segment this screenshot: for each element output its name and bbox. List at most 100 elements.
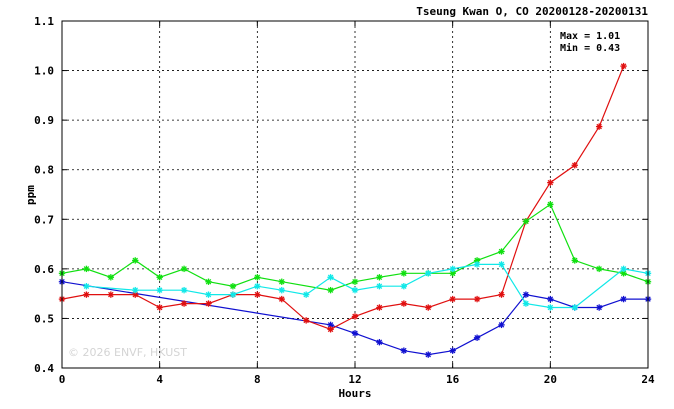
data-point	[522, 218, 530, 225]
data-point	[327, 321, 334, 329]
x-tick-label: 4	[156, 373, 163, 386]
min-annotation: Min = 0.43	[560, 42, 620, 54]
data-point	[400, 300, 408, 307]
data-point	[620, 265, 627, 273]
data-point	[595, 265, 603, 273]
data-point	[278, 286, 285, 294]
data-point	[473, 295, 481, 303]
data-point	[278, 278, 285, 285]
data-point	[229, 283, 237, 290]
data-point	[620, 62, 627, 70]
data-point	[327, 286, 334, 294]
data-point	[156, 274, 163, 281]
data-point	[107, 274, 115, 281]
data-point	[449, 265, 456, 273]
data-point	[229, 291, 237, 298]
data-point	[376, 339, 383, 346]
data-point	[351, 278, 359, 285]
data-point	[254, 291, 261, 298]
y-tick-label: 0.5	[34, 312, 54, 325]
data-point	[156, 304, 163, 311]
y-axis-label: ppm	[24, 185, 37, 205]
data-point	[351, 286, 359, 294]
data-point	[278, 295, 285, 303]
watermark: © 2026 ENVF, HKUST	[68, 346, 187, 359]
data-point	[449, 295, 456, 303]
x-tick-label: 0	[59, 373, 66, 386]
data-point	[498, 261, 505, 268]
data-point	[595, 123, 603, 130]
data-point	[571, 257, 578, 264]
y-tick-label: 0.6	[34, 263, 54, 276]
x-tick-label: 16	[446, 373, 460, 386]
data-point	[449, 347, 456, 354]
data-point	[547, 201, 554, 208]
series-line-3	[86, 263, 649, 309]
y-tick-label: 1.0	[34, 65, 54, 78]
x-tick-label: 20	[544, 373, 557, 386]
data-point	[180, 286, 188, 294]
y-tick-label: 0.9	[34, 114, 54, 127]
max-annotation: Max = 1.01	[560, 31, 620, 42]
data-point	[571, 304, 578, 311]
data-point	[132, 257, 139, 264]
data-point	[400, 283, 408, 290]
x-tick-labels: 0 4 8 12 16 20 24	[59, 21, 655, 386]
data-point	[620, 295, 627, 303]
data-point	[595, 304, 603, 311]
y-tick-label: 0.8	[34, 164, 54, 177]
y-tick-label: 1.1	[34, 15, 54, 28]
data-point	[425, 270, 432, 277]
y-tick-labels: 0.4 0.5 0.6 0.7 0.8 0.9 1.0 1.1	[34, 15, 648, 375]
data-point	[327, 274, 334, 281]
data-point	[376, 283, 383, 290]
data-point	[156, 286, 163, 294]
x-tick-label: 24	[641, 373, 655, 386]
data-point	[498, 321, 505, 329]
data-point	[302, 291, 310, 298]
data-point	[132, 286, 139, 294]
series-0	[58, 278, 652, 358]
series-2	[58, 201, 652, 294]
data-point	[83, 265, 90, 273]
data-point	[522, 300, 530, 307]
series-1	[58, 62, 627, 333]
series-line-1	[61, 65, 625, 330]
data-point	[498, 248, 505, 255]
data-point	[107, 291, 115, 298]
data-point	[547, 295, 554, 303]
y-tick-label: 0.7	[34, 213, 54, 226]
data-point	[180, 300, 188, 307]
data-point	[522, 291, 530, 298]
data-point	[376, 274, 383, 281]
data-point	[205, 300, 212, 307]
data-point	[254, 283, 261, 290]
data-point	[425, 351, 432, 358]
data-point	[400, 347, 408, 354]
data-point	[205, 278, 212, 285]
data-point	[473, 261, 481, 268]
data-point	[620, 270, 627, 277]
series-line-2	[61, 203, 649, 291]
data-point	[254, 274, 261, 281]
data-point	[376, 304, 383, 311]
x-tick-label: 8	[254, 373, 261, 386]
x-tick-label: 12	[348, 373, 361, 386]
data-point	[205, 291, 212, 298]
data-point	[83, 291, 90, 298]
data-point	[571, 162, 578, 169]
data-point	[351, 313, 359, 320]
series-group	[58, 62, 652, 358]
y-tick-label: 0.4	[34, 362, 54, 375]
x-axis-label: Hours	[338, 387, 371, 400]
data-point	[351, 330, 359, 337]
data-point	[547, 179, 554, 186]
data-point	[302, 317, 310, 324]
data-point	[425, 304, 432, 311]
data-point	[400, 270, 408, 277]
series-3	[83, 261, 652, 311]
data-point	[327, 326, 334, 333]
data-point	[180, 265, 188, 273]
data-point	[473, 334, 481, 341]
